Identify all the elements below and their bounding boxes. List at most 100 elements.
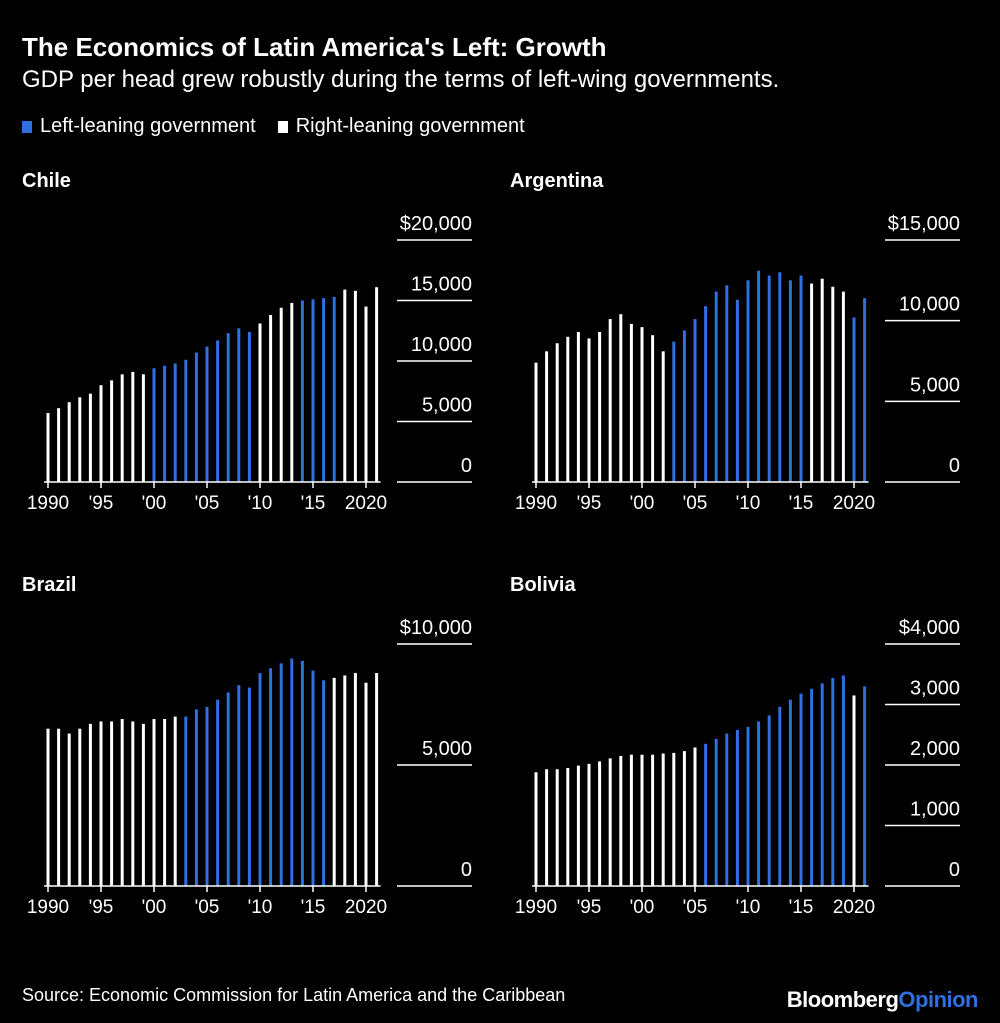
bolivia-ytick-label-4: $4,000 (899, 617, 960, 639)
argentina-xtick-label-5: '15 (789, 493, 814, 514)
chile-xtick-label-5: '15 (301, 493, 326, 514)
legend-item-left: Left-leaning government (22, 115, 256, 138)
argentina-bar-2012 (767, 275, 771, 482)
argentina-bar-1991 (545, 351, 549, 482)
brazil-ytick-label-2: $10,000 (400, 617, 472, 639)
brazil-xtick-label-3: '05 (195, 897, 220, 918)
chile-bar-2018 (343, 289, 347, 482)
argentina-bar-2006 (704, 306, 708, 482)
brazil-bar-2012 (279, 663, 283, 886)
brazil-bar-2009 (247, 687, 251, 886)
chile-bar-2001 (163, 365, 167, 482)
bolivia-bar-2002 (661, 753, 665, 886)
brand-logo-part2: Opinion (898, 987, 978, 1012)
chile-bar-2011 (269, 315, 273, 482)
brazil-bar-2002 (173, 716, 177, 886)
argentina-bar-1997 (608, 319, 612, 482)
brazil-bar-2007 (226, 692, 230, 886)
bolivia-bar-2014 (788, 699, 792, 886)
brazil-bar-2011 (269, 668, 273, 886)
legend: Left-leaning government Right-leaning go… (22, 115, 525, 138)
panel-title-brazil: Brazil (22, 574, 77, 596)
brazil-ytick-label-1: 5,000 (422, 738, 472, 760)
chile-ytick-label-3: 15,000 (411, 274, 472, 296)
chart-subtitle: GDP per head grew robustly during the te… (22, 66, 780, 93)
argentina-ytick-label-3: $15,000 (888, 213, 960, 235)
brazil-bar-2001 (163, 719, 167, 886)
brazil-bar-2016 (322, 680, 326, 886)
chile-bar-2013 (290, 302, 294, 482)
brazil-bar-1998 (131, 721, 135, 886)
chile-bar-2009 (247, 331, 251, 482)
chile-bar-2002 (173, 363, 177, 482)
chile-bar-2021 (375, 287, 379, 482)
chile-bar-2003 (184, 359, 188, 482)
argentina-bar-2017 (820, 278, 824, 482)
argentina-bar-1999 (629, 323, 633, 482)
brazil-bar-2003 (184, 716, 188, 886)
bolivia-bar-1996 (598, 761, 602, 886)
bolivia-bar-2007 (714, 738, 718, 886)
chart-argentina: 0 5,000 10,000 $15,000 1990 '95 '00 '05 '10 '15 20… (515, 213, 960, 514)
brazil-bar-2018 (343, 675, 347, 886)
brazil-bar-2010 (258, 673, 262, 886)
bolivia-xtick-label-2: '00 (630, 897, 655, 918)
chile-bar-2019 (353, 290, 357, 482)
argentina-bar-2010 (746, 280, 750, 482)
bolivia-bar-2017 (820, 683, 824, 886)
chile-bar-2014 (300, 300, 304, 482)
panel-bolivia: Bolivia 0 1,000 2,000 3,000 $4,000 1990 '95 '00… (510, 574, 990, 964)
argentina-ytick-label-2: 10,000 (899, 294, 960, 316)
argentina-bar-2014 (788, 280, 792, 482)
argentina-bar-2020 (852, 317, 856, 482)
chile-bar-2020 (364, 306, 368, 482)
bolivia-bar-2016 (810, 688, 814, 886)
bolivia-bar-1999 (629, 754, 633, 886)
chile-bar-1993 (78, 397, 82, 482)
argentina-bar-2015 (799, 275, 803, 482)
chile-xtick-label-1: '95 (89, 493, 114, 514)
brazil-bar-1999 (141, 723, 145, 886)
bolivia-bar-2012 (767, 715, 771, 886)
argentina-xtick-label-0: 1990 (515, 493, 557, 514)
bolivia-bar-2020 (852, 695, 856, 886)
brazil-bar-1991 (57, 728, 61, 886)
bolivia-bar-1991 (545, 769, 549, 886)
argentina-bar-2000 (640, 327, 644, 482)
bolivia-bar-1995 (587, 763, 591, 886)
argentina-bar-1998 (619, 314, 623, 482)
bolivia-bar-2005 (693, 747, 697, 886)
bolivia-xtick-label-5: '15 (789, 897, 814, 918)
panel-brazil: Brazil 0 5,000 $10,000 1990 '95 '00 '05 '10 '15 2… (22, 574, 502, 964)
bolivia-xtick-label-0: 1990 (515, 897, 557, 918)
panel-chile: Chile 0 5,000 10,000 15,000 $20,000 1990 '95 '0… (22, 170, 502, 560)
chile-bar-2004 (194, 352, 198, 482)
argentina-bar-2002 (661, 351, 665, 482)
bolivia-bar-1992 (555, 769, 559, 886)
brazil-bar-1996 (110, 721, 114, 886)
panel-argentina: Argentina 0 5,000 10,000 $15,000 1990 '95 '00 '… (510, 170, 990, 560)
chile-bar-1996 (110, 380, 114, 482)
chile-bar-1991 (57, 408, 61, 482)
argentina-bar-2013 (778, 272, 782, 482)
chile-bar-2005 (205, 346, 209, 482)
brazil-xtick-label-5: '15 (301, 897, 326, 918)
brazil-bar-1997 (120, 719, 124, 886)
brazil-bar-2000 (152, 719, 156, 886)
bolivia-bar-2013 (778, 706, 782, 886)
bolivia-bar-2001 (651, 754, 655, 886)
argentina-bar-1995 (587, 338, 591, 482)
bolivia-bar-1990 (534, 772, 538, 886)
brazil-xtick-label-0: 1990 (27, 897, 69, 918)
bolivia-bar-2006 (704, 743, 708, 886)
chile-xtick-label-2: '00 (142, 493, 167, 514)
bolivia-bar-2009 (735, 729, 739, 886)
bolivia-bar-2008 (725, 733, 729, 886)
argentina-xtick-label-3: '05 (683, 493, 708, 514)
panel-title-bolivia: Bolivia (510, 574, 576, 596)
bolivia-bar-2018 (831, 677, 835, 886)
brazil-bar-1990 (46, 728, 50, 886)
chile-bar-1999 (141, 374, 145, 482)
argentina-bar-2011 (757, 270, 761, 482)
argentina-bar-2003 (672, 341, 676, 482)
